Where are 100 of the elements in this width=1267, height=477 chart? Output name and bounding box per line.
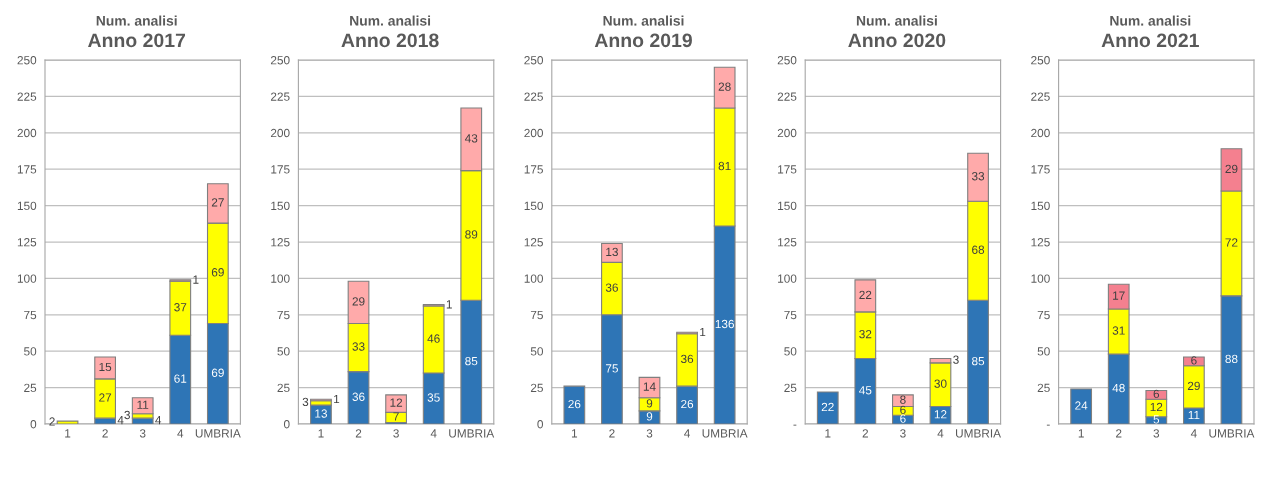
data-label: 5 (1153, 415, 1160, 424)
data-label: 13 (606, 247, 618, 257)
data-label: 12 (1150, 402, 1163, 412)
data-label: 35 (427, 393, 440, 402)
chart-title: Anno 2019 (594, 33, 692, 48)
y-tick-label: 100 (1031, 274, 1050, 283)
x-tick-label: 1 (825, 429, 831, 438)
data-label: 12 (390, 398, 403, 407)
y-tick-label: 125 (1031, 238, 1050, 247)
y-tick-label: 175 (778, 165, 797, 174)
data-label: 8 (900, 395, 906, 404)
y-tick-label: 175 (17, 165, 37, 174)
data-label: 27 (99, 393, 112, 402)
data-label: 48 (1112, 383, 1125, 393)
x-tick-label: 3 (646, 429, 653, 438)
data-label: 2 (49, 417, 55, 426)
data-label: 69 (211, 268, 224, 277)
y-tick-label: 225 (524, 92, 543, 101)
data-label: 11 (137, 400, 149, 409)
y-tick-label: 25 (277, 383, 290, 392)
x-tick-label: 1 (318, 429, 324, 438)
data-label: 69 (211, 368, 224, 377)
y-tick-label: 0 (537, 420, 544, 429)
x-tick-label: 3 (393, 429, 399, 438)
data-label: 3 (302, 397, 309, 407)
y-tick-label: 75 (277, 310, 290, 320)
data-label: 43 (464, 134, 478, 143)
y-tick-label: 150 (778, 201, 797, 210)
data-label: 30 (934, 379, 947, 388)
y-tick-label: 75 (1037, 310, 1050, 320)
data-label: 27 (211, 198, 224, 207)
y-tick-label: 225 (17, 92, 37, 101)
data-label: 88 (1225, 354, 1238, 364)
data-label: 75 (605, 364, 618, 373)
x-tick-label: 2 (609, 429, 615, 438)
data-label: 6 (1153, 389, 1160, 399)
y-tick-label: 200 (17, 128, 37, 138)
x-tick-label: 3 (900, 429, 906, 438)
data-label: 89 (465, 230, 478, 239)
data-label: 13 (315, 409, 327, 418)
y-tick-label: 150 (524, 201, 544, 210)
y-tick-label: 250 (524, 56, 544, 65)
y-tick-label: 100 (778, 274, 797, 283)
data-label: 29 (1187, 381, 1200, 391)
data-label: 6 (1191, 356, 1197, 365)
y-tick-label: 150 (17, 201, 37, 210)
data-label: 28 (718, 82, 731, 91)
y-tick-label: 250 (777, 56, 797, 65)
x-tick-label: UMBRIA (195, 429, 241, 438)
data-label: 36 (605, 283, 618, 292)
y-tick-label: 25 (784, 383, 797, 392)
x-tick-label: UMBRIA (956, 429, 1001, 438)
y-tick-label: 150 (271, 201, 290, 210)
data-label: 46 (427, 334, 440, 343)
y-tick-label: 200 (524, 128, 544, 138)
data-label: 26 (568, 399, 581, 409)
y-tick-label: 175 (1031, 165, 1050, 174)
data-label: 3 (124, 410, 130, 420)
y-tick-label: 25 (24, 383, 37, 392)
x-tick-label: 3 (139, 429, 146, 438)
data-label: 32 (859, 329, 872, 339)
data-label: 31 (1112, 326, 1125, 335)
data-label: 24 (1075, 401, 1088, 410)
y-tick-label: 125 (17, 238, 37, 247)
data-label: 9 (646, 399, 653, 408)
y-tick-label: 50 (530, 347, 544, 356)
x-tick-label: 1 (1078, 429, 1084, 438)
y-tick-label: 175 (271, 165, 290, 174)
data-label: 29 (1225, 164, 1238, 174)
x-tick-label: 2 (355, 429, 362, 438)
data-label: 22 (821, 402, 834, 412)
y-tick-label: 25 (1037, 383, 1050, 392)
y-tick-label: 0 (30, 420, 37, 429)
y-tick-label: 100 (524, 274, 544, 283)
y-tick-label: 75 (784, 310, 797, 320)
data-label: 6 (900, 414, 906, 423)
data-label: 29 (352, 297, 365, 306)
data-label: 17 (1113, 291, 1125, 300)
data-label: 45 (859, 386, 872, 395)
y-tick-label: 250 (270, 56, 290, 65)
data-label: 1 (193, 275, 199, 284)
data-label: 1 (446, 300, 452, 309)
chart-subtitle: Num. analisi (856, 15, 937, 26)
data-label: 33 (971, 172, 985, 181)
data-label: 7 (393, 412, 399, 421)
data-label: 36 (352, 392, 365, 401)
x-tick-label: 4 (684, 429, 691, 438)
x-tick-label: 3 (1153, 429, 1160, 438)
data-label: 136 (715, 319, 734, 329)
data-label: 68 (972, 245, 985, 254)
data-label: 14 (643, 382, 656, 391)
y-tick-label: 175 (524, 165, 543, 174)
y-tick-label: 50 (784, 347, 797, 356)
data-label: 37 (174, 303, 187, 312)
y-tick-label: 250 (1031, 56, 1050, 65)
y-tick-label: 150 (1031, 201, 1050, 210)
data-label: 4 (155, 416, 162, 425)
data-label: 1 (700, 327, 706, 337)
y-tick-label: 0 (283, 420, 290, 429)
y-tick-label: 225 (777, 92, 797, 101)
